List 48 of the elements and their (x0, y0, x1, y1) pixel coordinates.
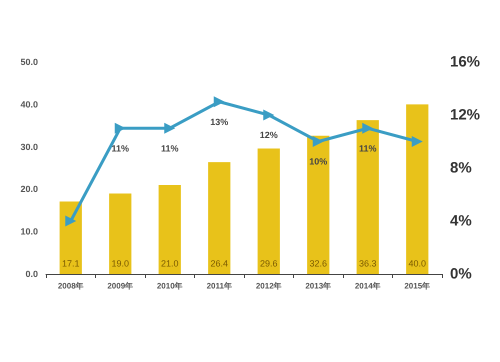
bar (208, 162, 230, 274)
data-label: 32.6 (309, 258, 328, 268)
y-tick-label: 40.0 (20, 99, 38, 110)
x-tick-label: 2008年 (58, 282, 84, 290)
y2-tick-label: 16% (450, 54, 480, 70)
bar (356, 120, 379, 274)
x-tick-label: 2015年 (404, 282, 430, 290)
point (214, 96, 225, 108)
data-label: 11% (358, 143, 377, 154)
bar (406, 104, 428, 274)
y2-tick-label: 8% (450, 160, 472, 176)
data-label: 19.0 (111, 258, 130, 268)
bar (109, 193, 132, 274)
data-label: 10% (309, 156, 328, 166)
x-tick-label: 2010年 (156, 282, 183, 290)
data-label: 36.3 (358, 258, 377, 268)
bar (307, 136, 330, 274)
data-label: 17.1 (62, 258, 80, 268)
bar (60, 201, 82, 274)
point (164, 122, 176, 134)
data-label: 12% (260, 130, 278, 140)
y-tick-label: 50.0 (20, 57, 38, 67)
point (65, 216, 76, 226)
bar (158, 184, 181, 274)
y-tick-label: 20.0 (20, 184, 38, 194)
point (362, 122, 374, 134)
x-tick-label: 2009年 (107, 282, 134, 290)
x-tick-label: 2014年 (354, 282, 381, 290)
point (312, 136, 324, 147)
data-label: 26.4 (210, 258, 228, 268)
x-tick-label: 2011年 (206, 282, 232, 290)
data-label: 13% (210, 116, 228, 127)
y-tick-label: 0.0 (25, 269, 38, 279)
y2-tick-label: 12% (450, 106, 480, 124)
y2-tick-label: 0% (450, 266, 472, 282)
data-label: 29.6 (260, 258, 278, 268)
point (412, 136, 423, 147)
data-label: 40.0 (408, 258, 426, 268)
bar (258, 148, 280, 274)
y2-tick-label: 4% (450, 212, 472, 230)
x-tick-label: 2012年 (256, 282, 282, 290)
y-tick-label: 10.0 (20, 226, 38, 237)
y-tick-label: 30.0 (20, 142, 38, 152)
data-label: 21.0 (160, 258, 179, 268)
data-label: 11% (111, 143, 130, 154)
x-tick-label: 2013年 (305, 282, 332, 290)
point (263, 110, 274, 120)
data-label: 11% (160, 143, 179, 154)
